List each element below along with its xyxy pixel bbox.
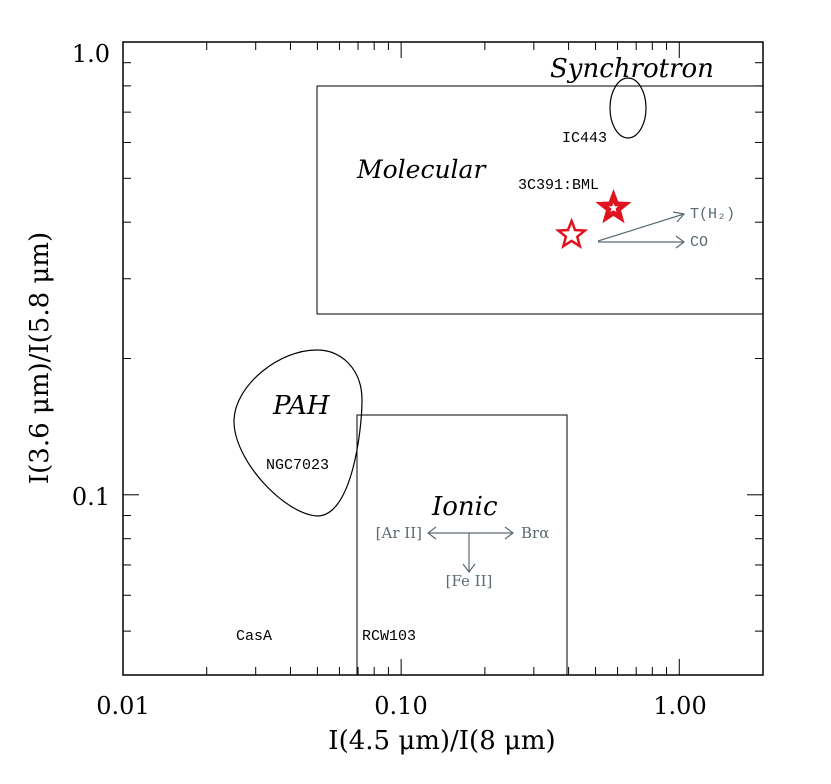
source-label: NGC7023: [266, 457, 329, 474]
region-pah-ellipse: [233, 349, 363, 517]
br-arrowhead: [504, 526, 514, 540]
source-label: 3C391:BML: [518, 177, 599, 194]
star-marker-center: [608, 203, 619, 212]
y-tick-label: 0.1: [72, 483, 110, 511]
ionic-vectors: [427, 526, 514, 573]
co-label: CO: [690, 234, 708, 251]
fe-arrowhead: [462, 563, 476, 573]
open-star-marker: [554, 217, 589, 250]
molecular-vectors: [597, 211, 686, 249]
t-h2-vector: [597, 213, 685, 242]
x-tick-label: 0.10: [374, 692, 427, 720]
molecular-label: Molecular: [356, 155, 487, 184]
x-axis-label: I(4.5 μm)/I(8 μm): [328, 726, 555, 756]
plot-frame: [122, 41, 764, 676]
source-label: CasA: [236, 628, 272, 645]
pah-label: PAH: [272, 391, 331, 421]
t-h2-arrowhead: [672, 211, 686, 223]
synchrotron-label: Synchrotron: [550, 54, 714, 84]
x-tick-label: 1.00: [653, 692, 706, 720]
region-molecular: [316, 85, 764, 315]
ic443-ellipse: [609, 77, 647, 139]
source-label: IC443: [562, 130, 607, 147]
x-tick-label: 0.01: [96, 692, 149, 720]
fe-ii-label: [Fe II]: [446, 572, 493, 590]
region-ionic: [356, 414, 568, 675]
ar-arrowhead: [427, 526, 437, 540]
co-arrowhead: [675, 235, 685, 249]
axis-ticks: [122, 41, 764, 676]
ionic-label: Ionic: [431, 492, 498, 522]
ar-ii-label: [Ar II]: [376, 524, 422, 542]
source-label: RCW103: [362, 628, 416, 645]
y-tick-label: 1.0: [72, 40, 110, 68]
br-alpha-label: Brα: [521, 524, 549, 542]
y-axis-label: I(3.6 μm)/I(5.8 μm): [25, 232, 55, 484]
data-points: [554, 189, 632, 250]
t-h2-label: T(H₂): [690, 206, 735, 223]
